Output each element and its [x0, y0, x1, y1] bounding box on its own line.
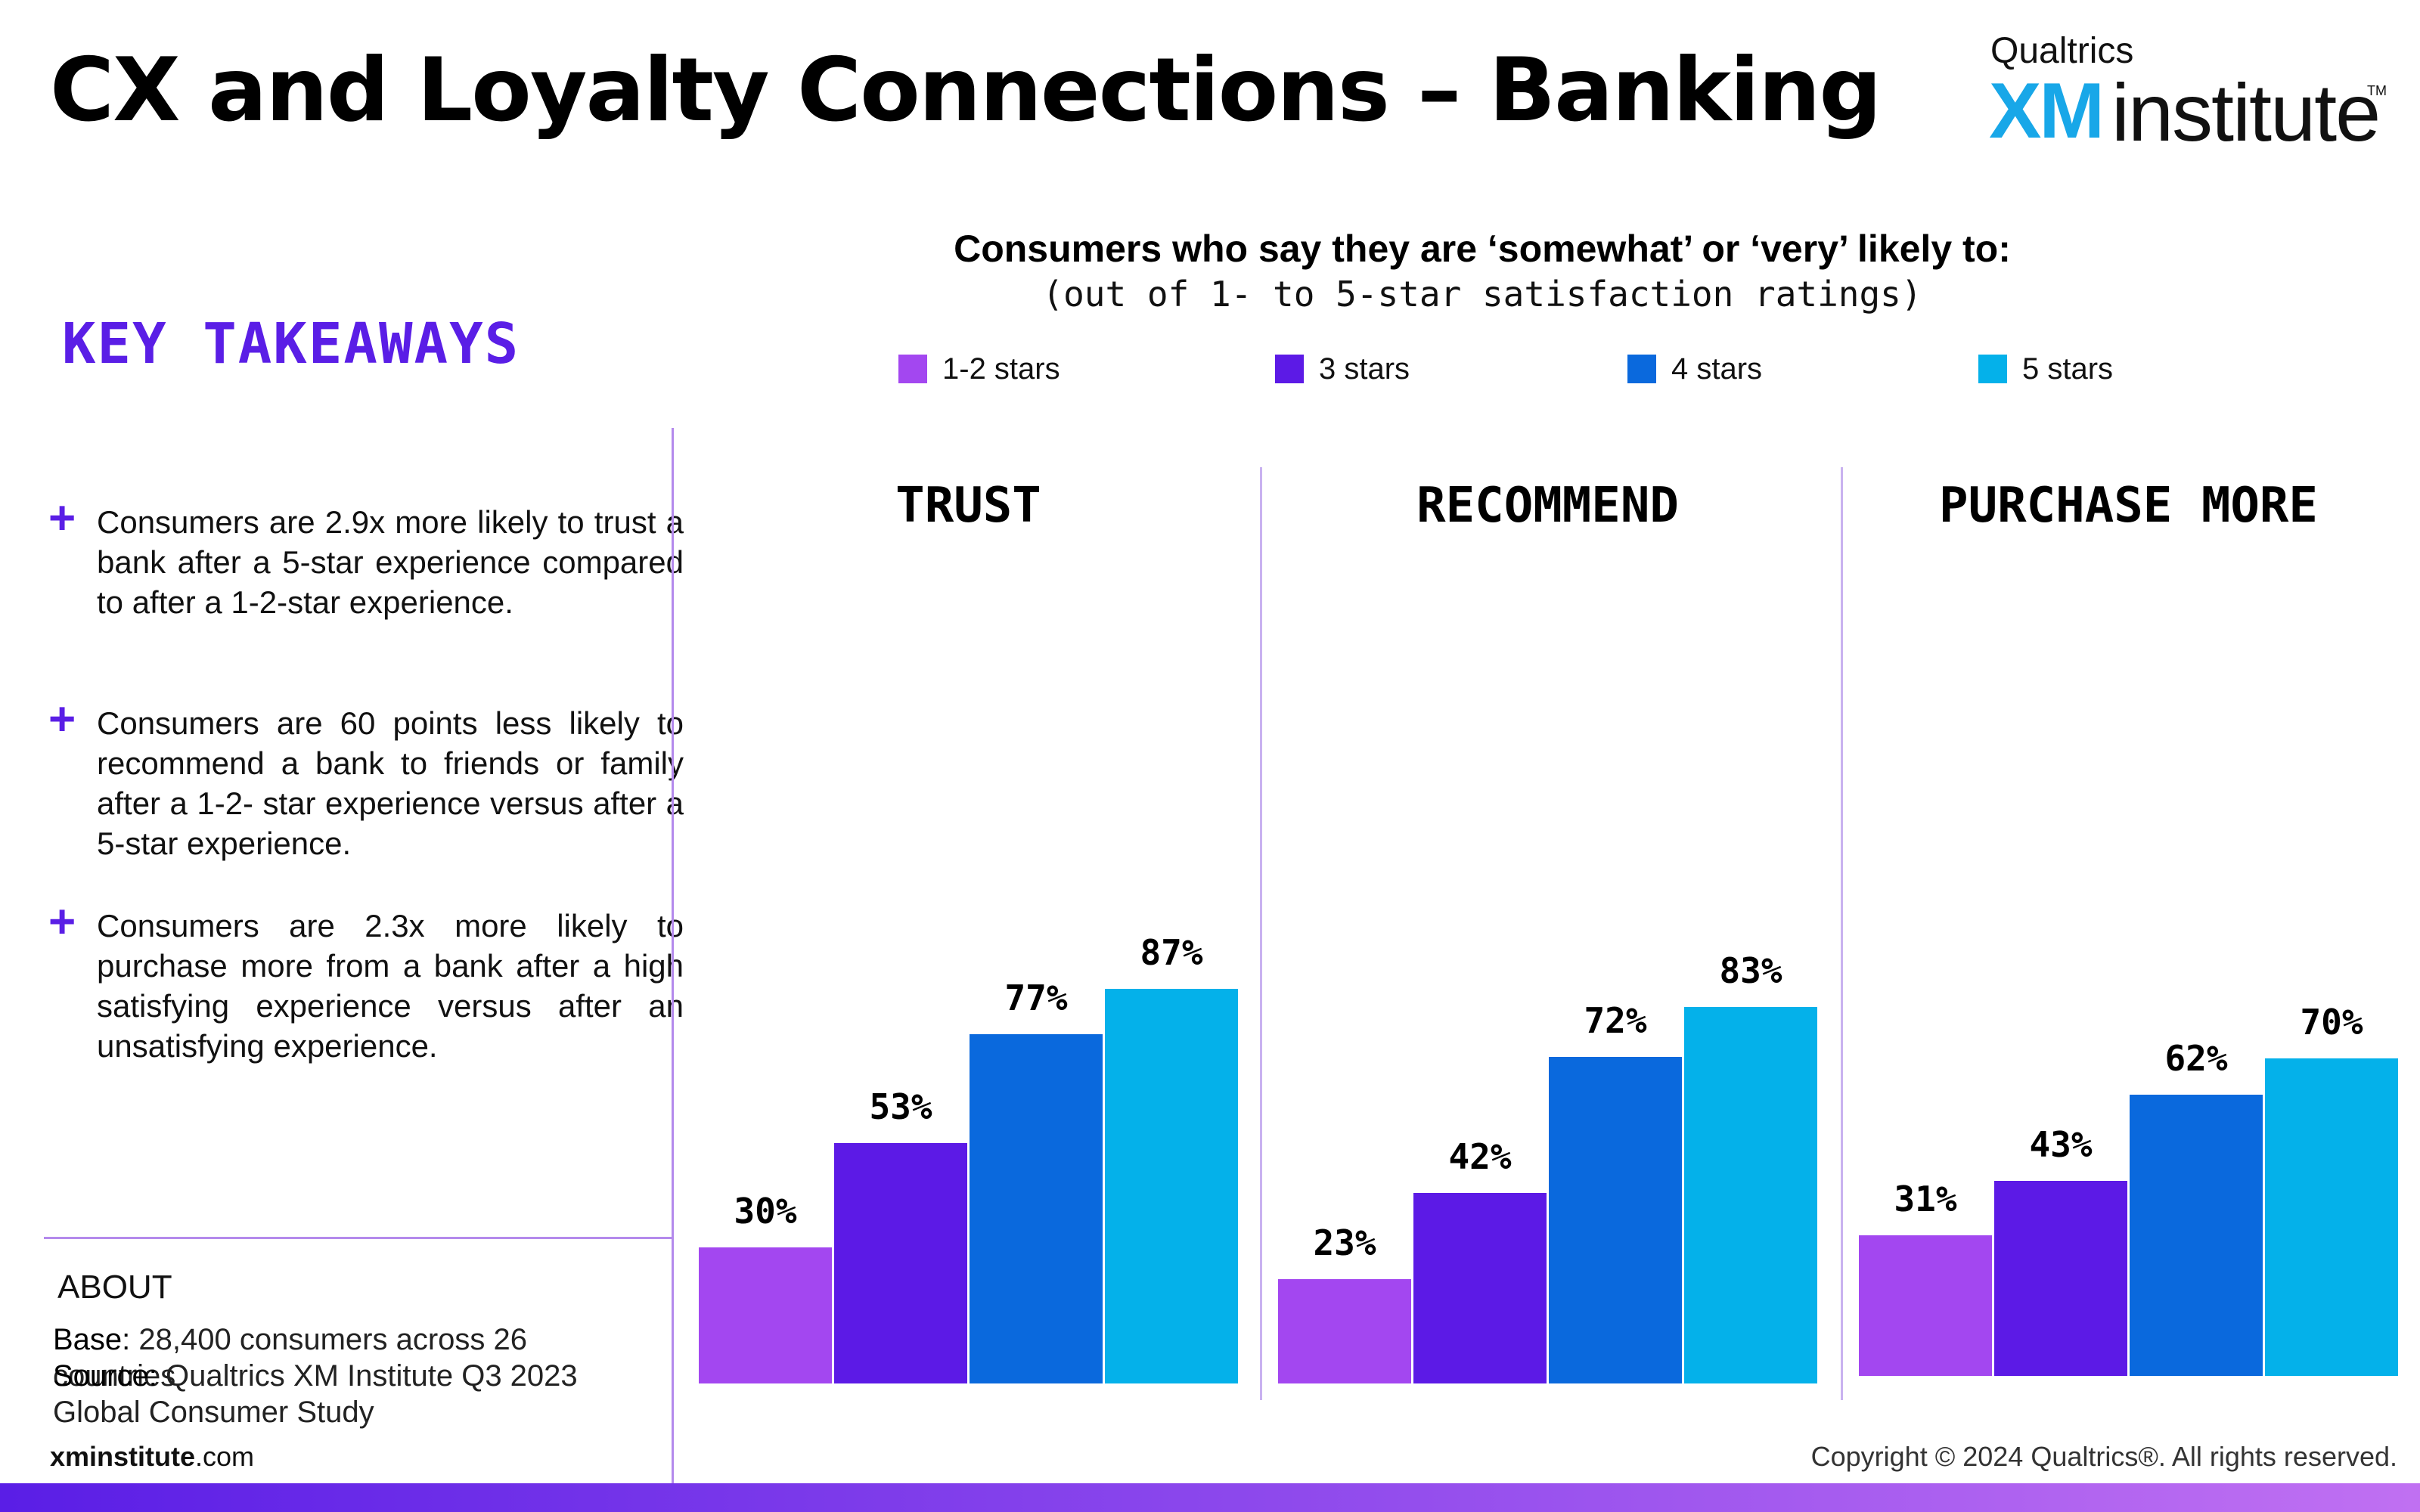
about-source: Source: Qualtrics XM Institute Q3 2023 G…	[53, 1358, 658, 1430]
source-value: Qualtrics XM Institute Q3 2023 Global Co…	[53, 1359, 578, 1429]
plus-icon: +	[48, 896, 76, 948]
about-base: Base: 28,400 consumers across 26 countri…	[53, 1321, 658, 1394]
data-label: 42%	[1448, 1136, 1511, 1177]
data-label: 70%	[2300, 1002, 2363, 1043]
key-takeaways-heading: KEY TAKEAWAYS	[62, 311, 520, 376]
vertical-divider	[672, 428, 674, 1486]
about-heading: ABOUT	[57, 1269, 172, 1306]
horizontal-divider	[44, 1237, 673, 1239]
category-label: PURCHASE MORE	[1939, 478, 2318, 534]
legend-item: 5 stars	[1978, 352, 2113, 386]
bar	[1994, 1181, 2127, 1376]
legend-swatch	[1275, 355, 1304, 383]
data-label: 30%	[734, 1191, 796, 1232]
gradient-footer-bar	[0, 1483, 2420, 1512]
data-label: 43%	[2029, 1124, 2092, 1165]
legend-swatch	[1627, 355, 1656, 383]
bar	[834, 1143, 967, 1383]
site-link[interactable]: xminstitute.com	[50, 1441, 254, 1473]
site-link-domain: xminstitute	[50, 1441, 196, 1472]
base-label: Base:	[53, 1323, 131, 1356]
panel-divider	[1260, 467, 1262, 1400]
data-label: 87%	[1140, 932, 1202, 973]
data-label: 62%	[2164, 1038, 2227, 1079]
bar	[699, 1247, 832, 1383]
takeaway-text: Consumers are 2.3x more likely to purcha…	[97, 908, 684, 1064]
logo-xm: XM	[1989, 67, 2105, 155]
legend-item: 3 stars	[1275, 352, 1410, 386]
panel-divider	[1841, 467, 1843, 1400]
qualtrics-xm-institute-logo: Qualtrics XM institute TM	[1989, 27, 2387, 158]
site-link-tld: .com	[195, 1441, 255, 1472]
category-label: RECOMMEND	[1416, 478, 1679, 534]
data-label: 77%	[1004, 978, 1067, 1018]
plus-icon: +	[48, 693, 76, 745]
bar	[2265, 1058, 2398, 1376]
legend-swatch	[898, 355, 927, 383]
legend-item: 1-2 stars	[898, 352, 1060, 386]
bar	[1413, 1193, 1547, 1383]
legend-label: 3 stars	[1319, 352, 1410, 386]
base-value: 28,400 consumers across 26 countries	[53, 1323, 528, 1393]
chart-subtitle: (out of 1- to 5-star satisfaction rating…	[1042, 274, 1922, 314]
takeaway-text: Consumers are 2.9x more likely to trust …	[97, 504, 684, 620]
bar	[1105, 989, 1238, 1383]
bar	[1684, 1007, 1817, 1383]
legend-item: 4 stars	[1627, 352, 1762, 386]
data-label: 72%	[1584, 1000, 1646, 1041]
chart-title: Consumers who say they are ‘somewhat’ or…	[954, 228, 2011, 270]
legend-label: 1-2 stars	[942, 352, 1060, 386]
bar	[1859, 1235, 1992, 1376]
data-label: 53%	[869, 1086, 932, 1127]
bar	[1278, 1279, 1411, 1383]
category-label: TRUST	[895, 478, 1041, 534]
plus-icon: +	[48, 492, 76, 544]
legend-label: 4 stars	[1671, 352, 1763, 386]
bar	[1549, 1057, 1682, 1383]
bar	[970, 1034, 1103, 1383]
legend-swatch	[1978, 355, 2007, 383]
logo-word: institute	[2111, 67, 2381, 158]
takeaway-text: Consumers are 60 points less likely to r…	[97, 705, 684, 861]
logo-brand: Qualtrics	[1990, 31, 2134, 71]
copyright-text: Copyright © 2024 Qualtrics®. All rights …	[1810, 1441, 2397, 1472]
data-label: 83%	[1719, 950, 1782, 991]
bar	[2130, 1095, 2263, 1376]
source-label: Source:	[53, 1359, 157, 1393]
legend-label: 5 stars	[2022, 352, 2114, 386]
data-label: 31%	[1894, 1179, 1956, 1219]
page-title: CX and Loyalty Connections – Banking	[50, 39, 1882, 141]
logo-trademark: TM	[2367, 83, 2387, 98]
data-label: 23%	[1313, 1222, 1376, 1263]
